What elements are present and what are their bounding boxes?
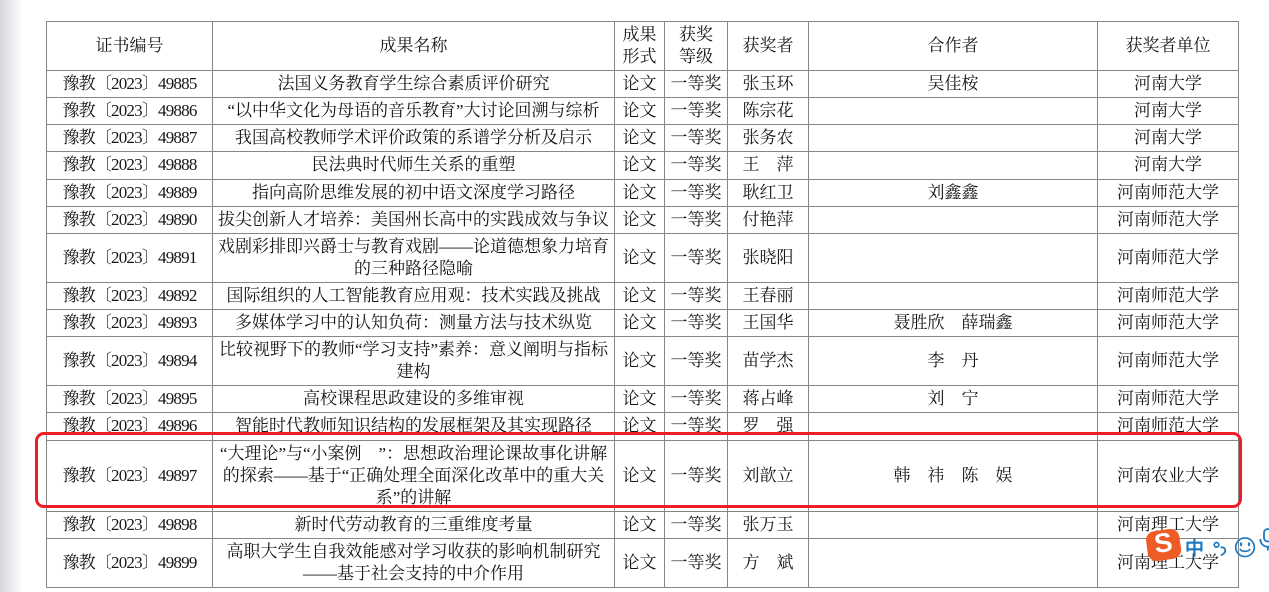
svg-text:中: 中 [1185, 537, 1204, 560]
